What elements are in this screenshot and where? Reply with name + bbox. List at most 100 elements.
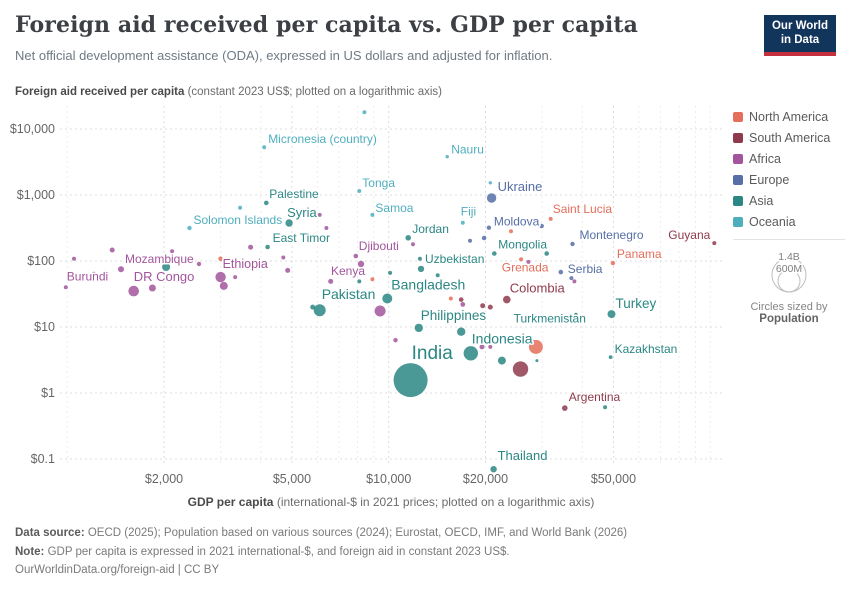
data-point-saint-lucia[interactable] (548, 216, 553, 221)
legend-item-south-america[interactable]: South America (733, 131, 845, 145)
data-point[interactable] (448, 296, 453, 301)
data-point[interactable] (481, 235, 487, 241)
data-point[interactable] (488, 344, 493, 349)
data-point-burundi[interactable] (63, 285, 68, 290)
data-point-colombia[interactable] (503, 295, 511, 304)
data-point[interactable] (218, 256, 223, 262)
data-point[interactable] (219, 281, 228, 290)
data-point-turkey[interactable] (607, 310, 616, 319)
data-point-pakistan[interactable] (313, 304, 326, 317)
data-point-india[interactable] (393, 363, 428, 398)
data-point[interactable] (317, 212, 322, 217)
data-point-bangladesh[interactable] (382, 293, 393, 304)
data-point-mozambique[interactable] (118, 266, 124, 273)
data-point[interactable] (162, 263, 171, 271)
data-point[interactable] (479, 344, 485, 350)
data-point-palestine[interactable] (264, 200, 269, 206)
data-point-thailand[interactable] (490, 466, 497, 473)
data-point[interactable] (170, 249, 175, 254)
data-point-serbia[interactable] (558, 269, 564, 275)
data-point[interactable] (454, 284, 458, 288)
data-point-montenegro[interactable] (570, 241, 575, 247)
data-point[interactable] (561, 289, 566, 294)
data-point-djibouti[interactable] (353, 253, 359, 259)
data-point-nauru[interactable] (445, 155, 449, 159)
data-point[interactable] (357, 279, 362, 284)
data-point-dr-congo[interactable] (128, 285, 139, 297)
data-point-panama[interactable] (610, 260, 616, 266)
data-point[interactable] (238, 205, 243, 210)
data-point[interactable] (544, 251, 549, 256)
data-point[interactable] (480, 303, 486, 309)
data-point-uzbekistan[interactable] (417, 265, 425, 273)
data-point-syria[interactable] (285, 219, 293, 227)
data-point[interactable] (572, 279, 577, 284)
data-point[interactable] (310, 304, 316, 310)
legend-item-africa[interactable]: Africa (733, 152, 845, 166)
data-point[interactable] (512, 361, 529, 377)
data-point-ukraine[interactable] (486, 193, 497, 203)
data-point[interactable] (91, 271, 96, 276)
data-point[interactable] (233, 275, 238, 280)
legend-item-asia[interactable]: Asia (733, 194, 845, 208)
data-point[interactable] (324, 226, 329, 230)
data-point[interactable] (528, 339, 543, 354)
data-point-solomon-islands[interactable] (187, 225, 192, 231)
data-point[interactable] (72, 256, 76, 261)
legend-divider (733, 239, 845, 240)
data-point[interactable] (388, 270, 393, 275)
data-point[interactable] (468, 238, 472, 243)
data-point[interactable] (569, 276, 574, 281)
data-point[interactable] (539, 223, 544, 229)
data-point[interactable] (362, 110, 367, 115)
data-point[interactable] (374, 305, 386, 317)
data-point[interactable] (535, 359, 539, 363)
data-point-fiji[interactable] (460, 220, 465, 225)
data-point[interactable] (509, 229, 513, 234)
data-point-grenada[interactable] (519, 257, 524, 262)
legend-item-oceania[interactable]: Oceania (733, 215, 845, 229)
data-point-ethiopia[interactable] (215, 271, 226, 283)
data-point[interactable] (603, 405, 608, 410)
data-point[interactable] (488, 181, 492, 185)
data-point-indonesia[interactable] (463, 346, 478, 361)
data-point-tonga[interactable] (357, 189, 362, 193)
data-point[interactable] (393, 338, 398, 343)
data-point[interactable] (417, 256, 422, 261)
data-point-samoa[interactable] (370, 212, 375, 217)
data-point[interactable] (526, 259, 531, 264)
data-point[interactable] (285, 267, 291, 273)
data-point-moldova[interactable] (486, 225, 492, 230)
data-point[interactable] (435, 273, 440, 278)
data-point[interactable] (460, 302, 466, 307)
data-point-jordan[interactable] (405, 235, 412, 241)
data-point-micronesia-country-[interactable] (262, 145, 267, 150)
data-point[interactable] (370, 277, 375, 282)
data-point-turkmenistan[interactable] (574, 312, 578, 317)
data-point[interactable] (411, 242, 415, 247)
data-point[interactable] (281, 255, 286, 260)
footer-link[interactable]: OurWorldinData.org/foreign-aid | CC BY (15, 564, 220, 577)
point-label-turkmenistan: Turkmenistan (514, 312, 586, 326)
data-point[interactable] (458, 297, 464, 302)
y-tick-label: $10 (34, 320, 55, 334)
data-point[interactable] (487, 304, 493, 310)
data-point-argentina[interactable] (562, 405, 568, 411)
data-point-mongolia[interactable] (492, 251, 497, 256)
data-point[interactable] (109, 247, 115, 253)
data-point[interactable] (497, 356, 506, 365)
data-point[interactable] (102, 270, 108, 276)
data-point[interactable] (328, 278, 334, 284)
legend-item-north-america[interactable]: North America (733, 110, 845, 124)
data-point-philippines[interactable] (414, 323, 423, 333)
data-point[interactable] (148, 284, 156, 292)
data-point-kenya[interactable] (357, 260, 365, 268)
data-point-east-timor[interactable] (265, 244, 270, 250)
data-point[interactable] (196, 261, 202, 267)
owid-logo[interactable]: Our World in Data (764, 15, 836, 56)
data-point-guyana[interactable] (712, 241, 717, 246)
legend-item-europe[interactable]: Europe (733, 173, 845, 187)
data-point[interactable] (248, 244, 254, 250)
data-point[interactable] (457, 327, 466, 336)
data-point-kazakhstan[interactable] (608, 355, 613, 359)
